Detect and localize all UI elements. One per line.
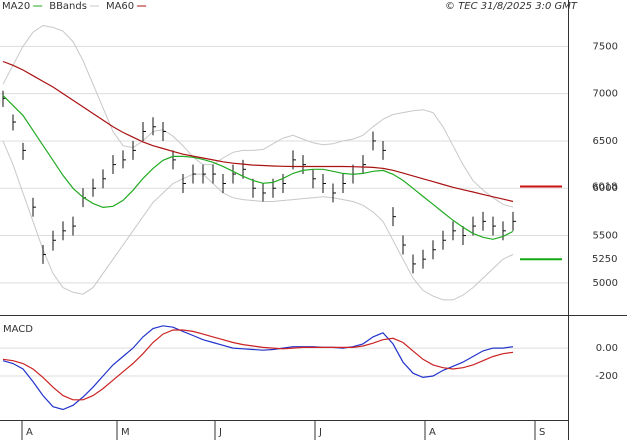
macd-line	[2, 325, 514, 411]
y-tick-label: 6000	[593, 183, 618, 194]
macd-line	[2, 329, 514, 401]
y-tick-label: 5500	[593, 231, 618, 242]
level-label: 6018	[592, 182, 617, 193]
band-upper	[2, 24, 514, 208]
x-tick-label: A	[429, 427, 436, 438]
band-lower	[2, 140, 514, 301]
y-tick-label: 6500	[593, 136, 618, 147]
x-tick-label: S	[539, 427, 545, 438]
y-tick-label: 7500	[593, 41, 618, 52]
ma-line	[2, 94, 514, 240]
panel-title: MACD	[3, 324, 33, 335]
x-tick-label: J	[318, 427, 322, 438]
ma-line	[2, 60, 514, 203]
legend-label: MA20	[2, 1, 30, 12]
x-tick-label: M	[121, 427, 130, 438]
legend-label: BBands	[49, 1, 87, 12]
y-tick-label: 5000	[593, 278, 618, 289]
y-tick-label: -200	[595, 371, 618, 382]
legend-label: MA60	[106, 1, 134, 12]
x-tick-label: A	[26, 427, 33, 438]
x-tick-label: J	[218, 427, 222, 438]
y-tick-label: 0.00	[596, 343, 618, 354]
credit: © TEC 31/8/2025 3:0 GMT	[445, 1, 578, 12]
y-tick-label: 7000	[593, 89, 618, 100]
level-label: 5250	[592, 254, 617, 265]
